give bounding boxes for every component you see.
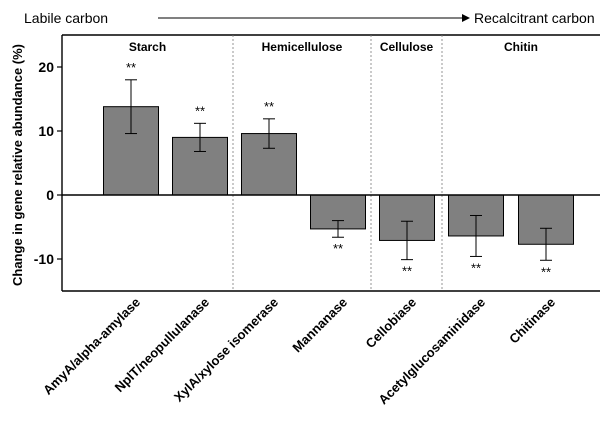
significance-marker-3: ** bbox=[264, 99, 274, 114]
significance-marker-5: ** bbox=[402, 264, 412, 279]
gradient-label-recalcitrant: Recalcitrant carbon bbox=[474, 10, 595, 26]
significance-marker-4: ** bbox=[333, 241, 343, 256]
x-tick-label-4: Mannanase bbox=[289, 295, 350, 356]
significance-marker-6: ** bbox=[471, 260, 481, 275]
group-label-cellulose: Cellulose bbox=[380, 40, 434, 54]
x-tick-label-5: Cellobiase bbox=[363, 295, 420, 352]
group-label-chitin: Chitin bbox=[504, 40, 538, 54]
y-axis-label: Change in gene relative abundance (%) bbox=[10, 44, 25, 286]
significance-marker-7: ** bbox=[541, 264, 551, 279]
x-tick-label-7: Chitinase bbox=[506, 295, 558, 347]
y-tick-label: 10 bbox=[38, 123, 54, 139]
significance-marker-2: ** bbox=[195, 103, 205, 118]
gradient-label-labile: Labile carbon bbox=[24, 10, 108, 26]
significance-marker-1: ** bbox=[126, 60, 136, 75]
y-tick-label: -10 bbox=[34, 251, 54, 267]
gradient-arrow-head bbox=[462, 14, 470, 22]
y-tick-label: 20 bbox=[38, 59, 54, 75]
group-label-hemicellulose: Hemicellulose bbox=[262, 40, 343, 54]
y-tick-label: 0 bbox=[46, 187, 54, 203]
group-label-starch: Starch bbox=[129, 40, 166, 54]
